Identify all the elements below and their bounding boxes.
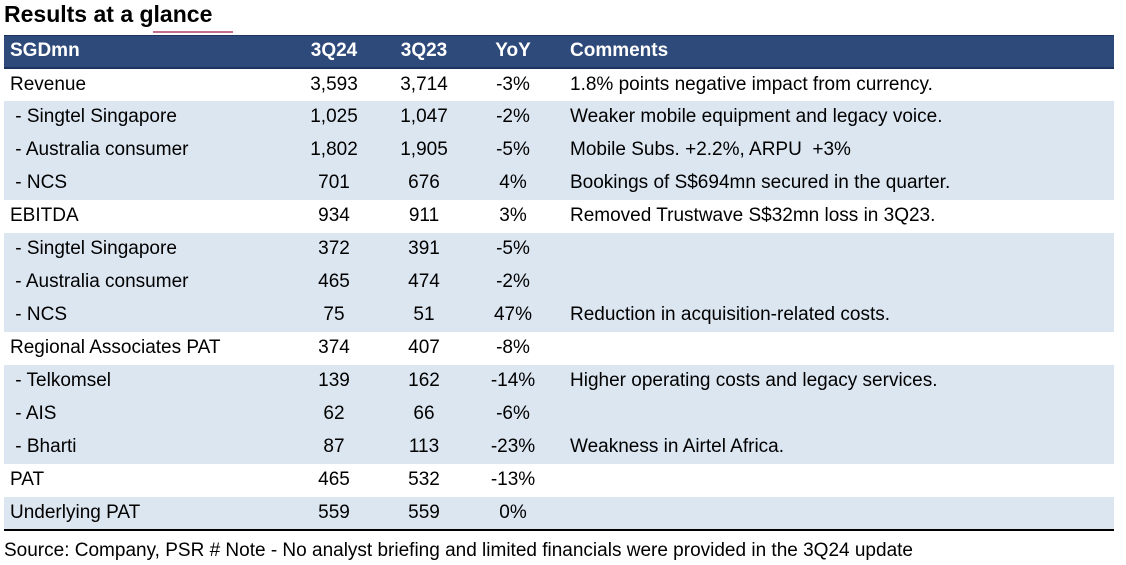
row-comment	[558, 233, 1114, 266]
row-label: - NCS	[10, 304, 67, 325]
value-3q23: 911	[408, 205, 440, 226]
row-label: EBITDA	[10, 205, 79, 226]
value-3q23: 474	[408, 271, 440, 292]
column-header-yoy: YoY	[468, 35, 558, 69]
value-3q24: 75	[323, 304, 345, 325]
value-yoy: 0%	[468, 496, 558, 531]
table-row: - NCS 75 51 47% Reduction in acquisition-rel…	[4, 298, 1114, 332]
value-yoy: -13%	[490, 469, 536, 490]
table-row: - AIS 62 66 -6%	[4, 397, 1114, 431]
table-row: - Singtel Singapore 372 391 -5%	[4, 232, 1114, 266]
source-note: Source: Company, PSR # Note - No analyst…	[4, 540, 913, 561]
value-yoy: -6%	[496, 403, 530, 424]
row-comment: Removed Trustwave S$32mn loss in 3Q23.	[570, 205, 936, 226]
row-label: - Singtel Singapore	[10, 106, 177, 127]
column-header-3q23: 3Q23	[380, 35, 468, 69]
value-3q24: 465	[318, 271, 350, 292]
title-underline-mark	[153, 31, 233, 33]
value-yoy: 4%	[499, 172, 527, 193]
row-label: - AIS	[10, 403, 57, 424]
value-yoy: 3%	[499, 205, 527, 226]
table-row: - Telkomsel 139 162 -14% Higher operating co…	[4, 364, 1114, 398]
table-row: - Bharti 87 113 -23% Weakness in Airtel Afri…	[4, 430, 1114, 464]
table-row: Regional Associates PAT 374 407 -8%	[4, 331, 1114, 365]
column-header-3q24: 3Q24	[288, 35, 380, 69]
table-row: Underlying PAT 559 559 0%	[4, 496, 1114, 531]
page-title: Results at a glance	[4, 1, 213, 27]
value-3q24: 139	[318, 370, 350, 391]
row-label: - Australia consumer	[10, 139, 189, 160]
value-3q23: 532	[408, 469, 440, 490]
column-header-comments: Comments	[558, 35, 1114, 69]
value-3q23: 51	[413, 304, 435, 325]
value-3q23: 676	[408, 172, 440, 193]
row-label: Underlying PAT	[4, 496, 288, 531]
row-comment: Weaker mobile equipment and legacy voice…	[570, 106, 943, 127]
value-yoy: -5%	[496, 238, 530, 259]
row-comment	[558, 266, 1114, 299]
row-label: - Singtel Singapore	[10, 238, 177, 259]
value-yoy: -5%	[496, 139, 530, 160]
value-3q23: 3,714	[400, 73, 448, 95]
results-table: SGDmn 3Q24 3Q23 YoY Comments Revenue 3,59…	[4, 35, 1114, 531]
row-label: - NCS	[10, 172, 67, 193]
value-yoy: -2%	[496, 271, 530, 292]
row-label: - Bharti	[10, 436, 77, 457]
table-body: Revenue 3,593 3,714 -3% 1.8% points negative…	[4, 67, 1114, 531]
row-comment	[558, 332, 1114, 365]
value-3q23: 559	[380, 496, 468, 531]
value-3q23: 391	[408, 238, 440, 259]
value-3q23: 1,905	[400, 139, 448, 160]
value-3q24: 934	[318, 205, 350, 226]
value-yoy: -2%	[496, 106, 530, 127]
value-3q24: 374	[318, 337, 350, 358]
value-3q24: 465	[318, 469, 350, 490]
row-comment: Higher operating costs and legacy servic…	[570, 370, 938, 391]
row-comment	[558, 398, 1114, 431]
table-row: - Australia consumer 1,802 1,905 -5% Mobile …	[4, 133, 1114, 167]
table-row: PAT 465 532 -13%	[4, 463, 1114, 497]
value-yoy: -14%	[490, 370, 536, 391]
row-comment: Bookings of S$694mn secured in the quart…	[570, 172, 951, 193]
value-3q23: 1,047	[400, 106, 448, 127]
column-header-sgdmn: SGDmn	[4, 35, 288, 69]
table-row: - Singtel Singapore 1,025 1,047 -2% Weaker m…	[4, 100, 1114, 134]
table-row: - NCS 701 676 4% Bookings of S$694mn secured…	[4, 166, 1114, 200]
row-label: - Australia consumer	[10, 271, 189, 292]
row-label: - Telkomsel	[10, 370, 112, 391]
table-row: EBITDA 934 911 3% Removed Trustwave S$32mn l…	[4, 199, 1114, 233]
value-3q24: 559	[288, 496, 380, 531]
value-3q24: 87	[323, 436, 345, 457]
row-comment	[558, 464, 1114, 497]
table-row: - Australia consumer 465 474 -2%	[4, 265, 1114, 299]
row-comment: 1.8% points negative impact from currenc…	[570, 73, 933, 95]
value-3q23: 162	[408, 370, 440, 391]
value-yoy: 47%	[493, 304, 533, 325]
value-yoy: -3%	[496, 73, 530, 95]
row-comment: Mobile Subs. +2.2%, ARPU +3%	[570, 139, 851, 160]
value-3q24: 701	[318, 172, 350, 193]
table-row: Revenue 3,593 3,714 -3% 1.8% points negative…	[4, 67, 1114, 101]
row-label: PAT	[10, 469, 45, 490]
value-3q24: 1,802	[310, 139, 358, 160]
value-3q24: 372	[318, 238, 350, 259]
row-label: Revenue	[10, 73, 87, 95]
value-yoy: -23%	[490, 436, 536, 457]
row-comment	[558, 496, 1114, 531]
value-3q23: 407	[408, 337, 440, 358]
value-3q24: 62	[323, 403, 345, 424]
value-yoy: -8%	[496, 337, 530, 358]
value-3q23: 66	[413, 403, 435, 424]
value-3q24: 1,025	[310, 106, 358, 127]
value-3q24: 3,593	[310, 73, 358, 95]
row-comment: Weakness in Airtel Africa.	[570, 436, 785, 457]
table-header-row: SGDmn 3Q24 3Q23 YoY Comments	[4, 35, 1114, 69]
row-label: Regional Associates PAT	[10, 337, 221, 358]
value-3q23: 113	[408, 436, 440, 457]
row-comment: Reduction in acquisition-related costs.	[570, 304, 891, 325]
